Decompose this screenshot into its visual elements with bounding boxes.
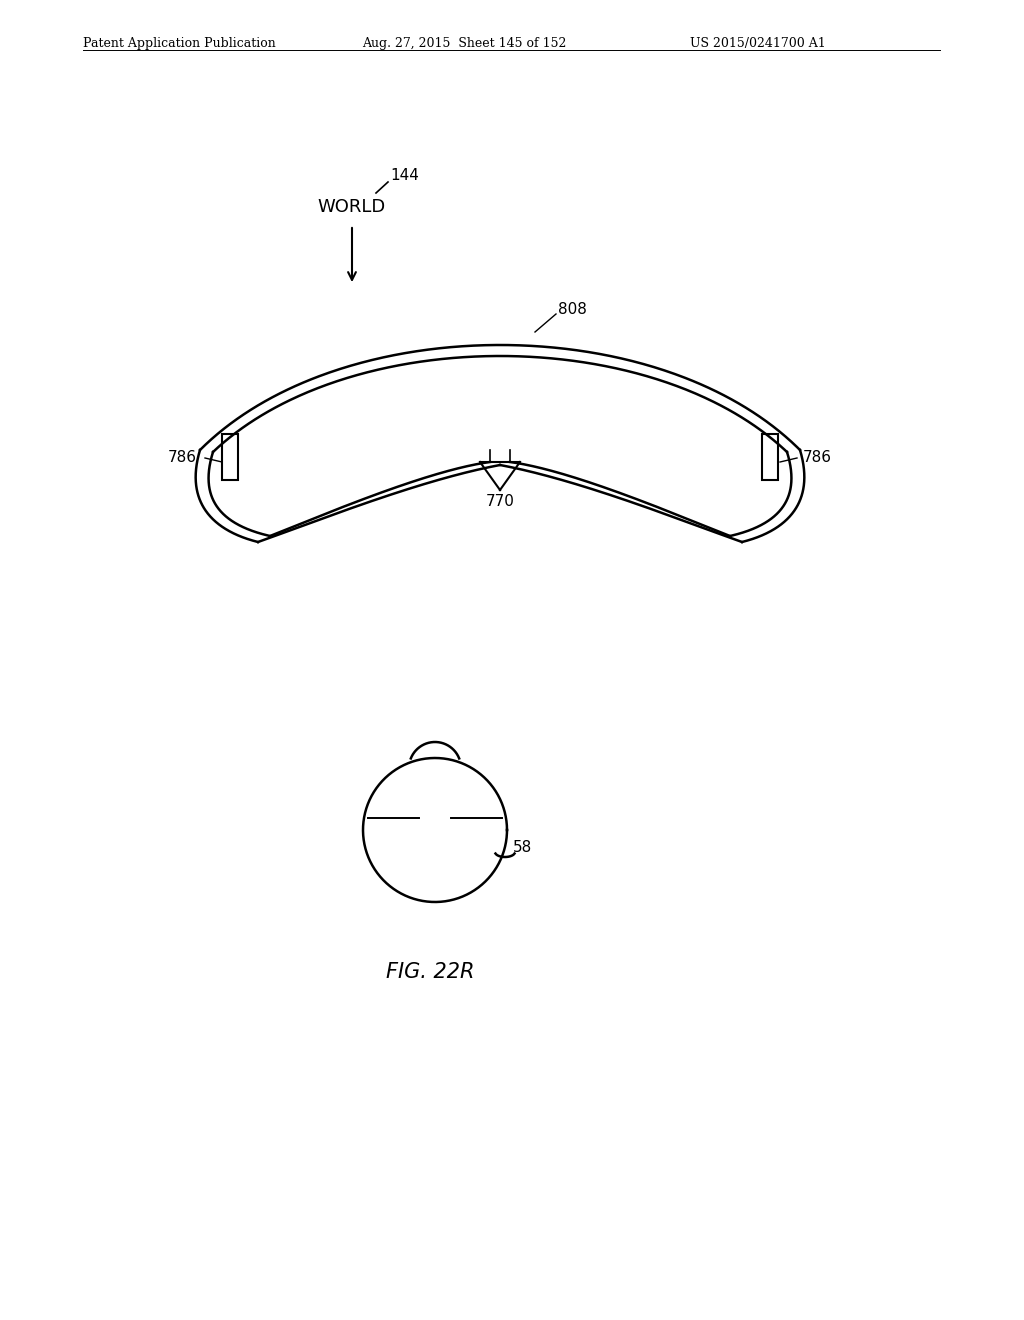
Text: 144: 144 — [390, 168, 419, 182]
Text: 58: 58 — [513, 841, 532, 855]
Text: Patent Application Publication: Patent Application Publication — [83, 37, 275, 50]
Text: 786: 786 — [168, 450, 197, 466]
Text: WORLD: WORLD — [317, 198, 386, 216]
Text: 770: 770 — [485, 495, 514, 510]
Text: 808: 808 — [558, 302, 587, 318]
Text: FIG. 22R: FIG. 22R — [386, 962, 474, 982]
Text: Aug. 27, 2015  Sheet 145 of 152: Aug. 27, 2015 Sheet 145 of 152 — [362, 37, 566, 50]
Text: 786: 786 — [803, 450, 831, 466]
Text: US 2015/0241700 A1: US 2015/0241700 A1 — [690, 37, 825, 50]
